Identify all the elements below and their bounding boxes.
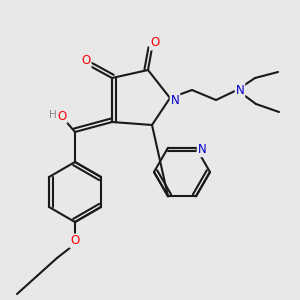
Text: O: O xyxy=(81,55,91,68)
Text: O: O xyxy=(57,110,67,122)
Text: H: H xyxy=(49,110,57,120)
Text: O: O xyxy=(150,37,160,50)
Text: N: N xyxy=(198,143,206,156)
Text: N: N xyxy=(171,94,179,106)
Text: O: O xyxy=(70,235,80,248)
Text: N: N xyxy=(236,83,244,97)
